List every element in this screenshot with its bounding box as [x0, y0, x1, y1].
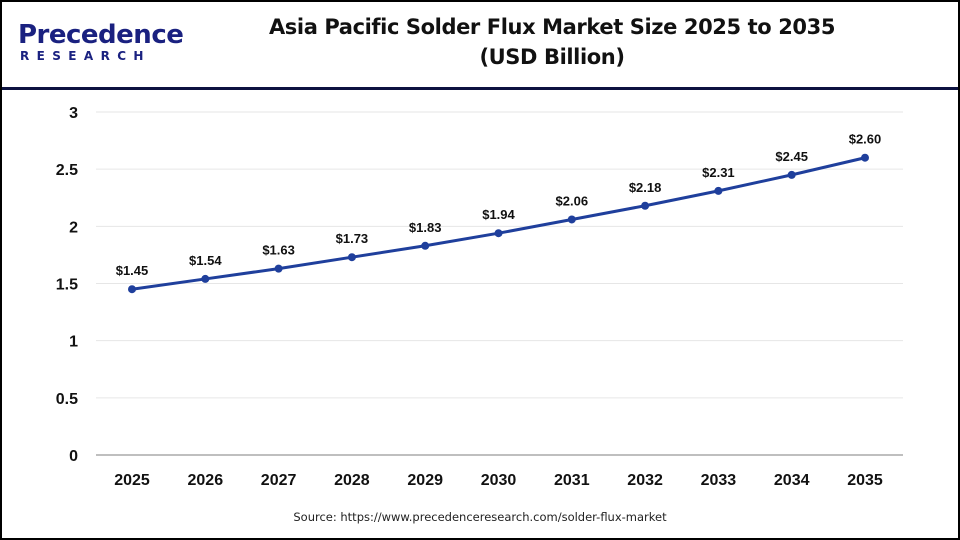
precedence-research-logo: Precedence RESEARCH [18, 20, 184, 66]
x-tick-label: 2030 [481, 472, 517, 489]
data-label: $2.31 [702, 165, 735, 180]
x-tick-label: 2035 [847, 472, 883, 489]
header-divider [2, 87, 958, 90]
series-line [131, 156, 866, 291]
data-point [274, 264, 283, 273]
data-label: $1.54 [189, 253, 222, 268]
y-tick-label: 2.5 [56, 162, 78, 179]
data-point [421, 241, 430, 250]
data-point [347, 253, 356, 262]
y-tick-label: 1.5 [56, 277, 78, 294]
data-label: $2.18 [629, 180, 662, 195]
logo-brand-bottom: RESEARCH [20, 49, 151, 63]
logo-brand-text: Precedence [18, 20, 184, 50]
data-point [714, 186, 723, 195]
header: Precedence RESEARCH Asia Pacific Solder … [2, 2, 958, 87]
data-point [128, 285, 136, 294]
data-point [494, 229, 503, 238]
y-tick-label: 1 [69, 334, 78, 351]
y-tick-label: 0 [69, 448, 78, 465]
data-label: $1.83 [409, 220, 442, 235]
chart-title: Asia Pacific Solder Flux Market Size 202… [232, 12, 872, 72]
data-label: $1.73 [336, 231, 369, 246]
chart-title-line1: Asia Pacific Solder Flux Market Size 202… [268, 15, 836, 39]
data-point [861, 153, 869, 162]
logo-brand-top: Precedence [18, 20, 184, 50]
x-tick-label: 2031 [554, 472, 590, 489]
data-point [567, 215, 576, 224]
y-tick-label: 2 [69, 219, 78, 236]
x-tick-label: 2025 [114, 472, 150, 489]
data-point [641, 201, 650, 210]
data-point [787, 170, 796, 179]
data-label: $2.45 [775, 149, 808, 164]
y-tick-label: 0.5 [56, 391, 78, 408]
data-label: $1.63 [262, 243, 295, 258]
x-tick-label: 2033 [701, 472, 737, 489]
x-tick-label: 2026 [188, 472, 224, 489]
y-tick-label: 3 [69, 105, 78, 122]
x-tick-label: 2034 [774, 472, 810, 489]
data-label: $1.94 [482, 207, 515, 222]
source-citation: Source: https://www.precedenceresearch.c… [293, 510, 667, 524]
chart-title-line2: (USD Billion) [479, 45, 625, 69]
x-tick-label: 2032 [627, 472, 663, 489]
x-tick-label: 2027 [261, 472, 297, 489]
x-tick-label: 2029 [407, 472, 443, 489]
data-label: $2.60 [849, 132, 882, 147]
data-label: $1.45 [116, 263, 149, 278]
data-point [201, 274, 210, 283]
x-tick-label: 2028 [334, 472, 370, 489]
data-label: $2.06 [556, 193, 589, 208]
